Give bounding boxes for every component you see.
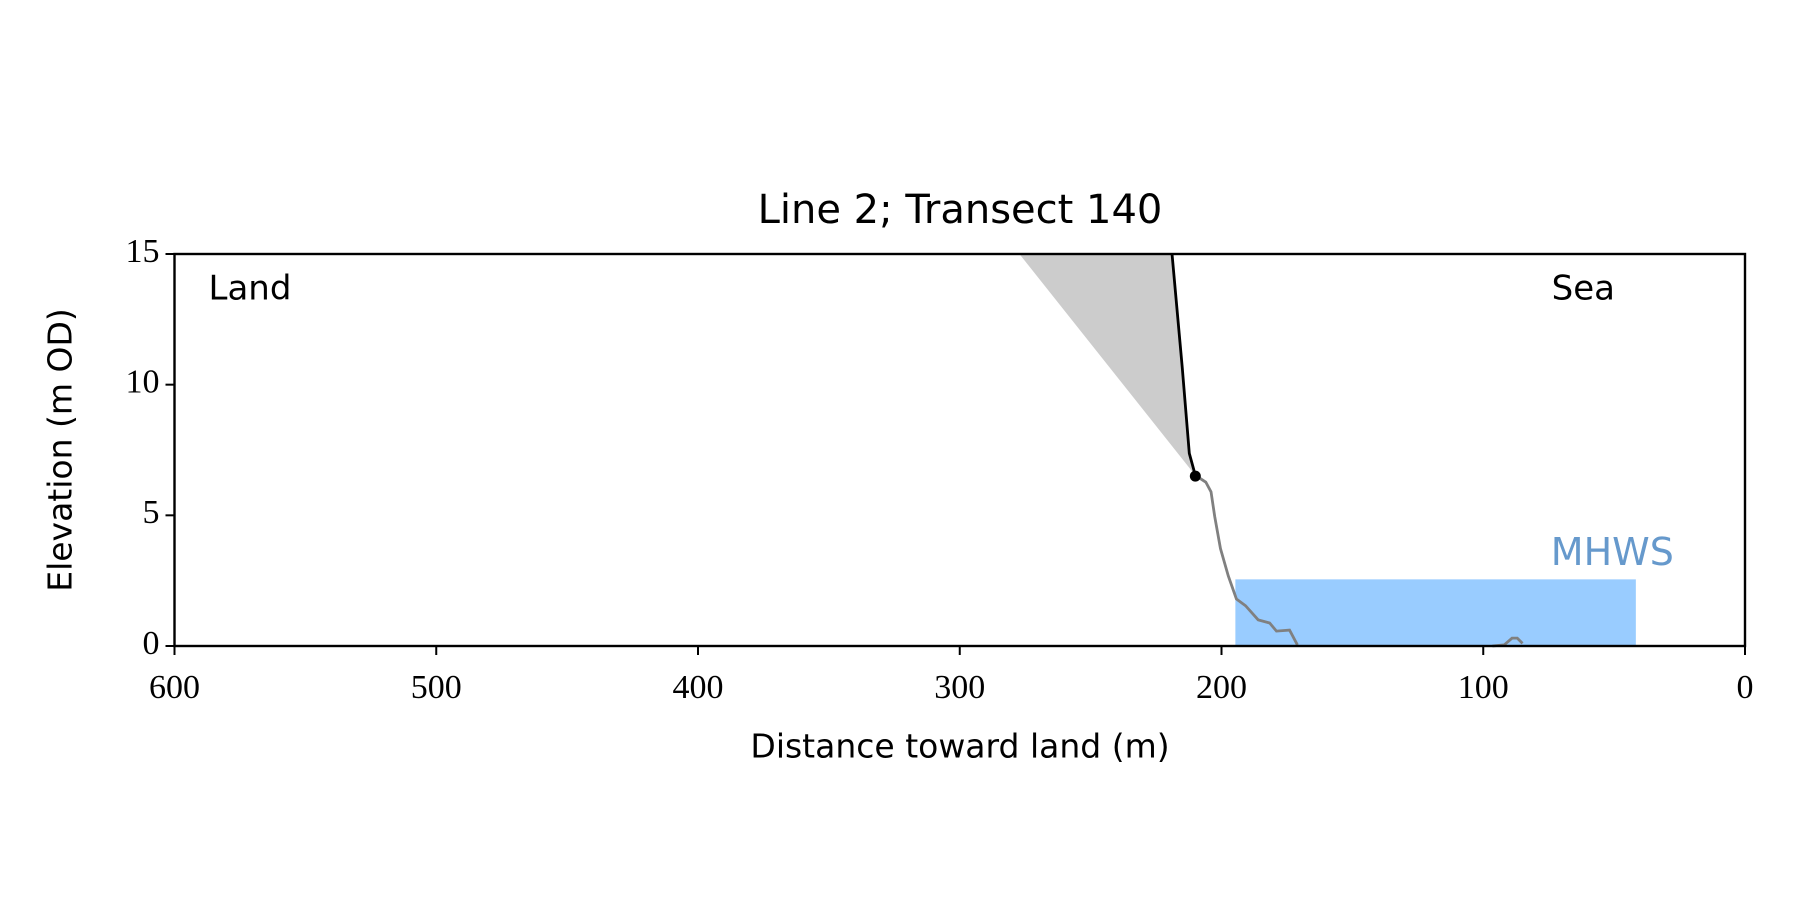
annotation: Sea xyxy=(1552,269,1615,309)
annotation: Land xyxy=(209,269,292,309)
point-marker xyxy=(1189,470,1201,482)
profile-line xyxy=(1194,474,1299,646)
x-tick-label: 600 xyxy=(149,669,200,706)
y-tick-label: 15 xyxy=(126,233,160,270)
x-tick-label: 400 xyxy=(673,669,724,706)
y-tick-label: 10 xyxy=(126,363,160,400)
x-tick-label: 0 xyxy=(1737,669,1754,706)
x-tick-label: 100 xyxy=(1458,669,1509,706)
x-tick-label: 300 xyxy=(934,669,985,706)
x-tick-label: 200 xyxy=(1196,669,1247,706)
mhws-band xyxy=(1235,579,1636,646)
mhws-label: MHWS xyxy=(1551,530,1674,574)
y-axis-label: Elevation (m OD) xyxy=(41,308,80,592)
profile-line xyxy=(1170,253,1197,476)
chart-title: Line 2; Transect 140 xyxy=(758,187,1163,233)
y-tick-label: 0 xyxy=(143,625,160,662)
x-axis-label: Distance toward land (m) xyxy=(750,727,1169,766)
shaded-area xyxy=(1019,254,1196,476)
x-tick-label: 500 xyxy=(411,669,462,706)
y-tick-label: 5 xyxy=(143,494,160,531)
